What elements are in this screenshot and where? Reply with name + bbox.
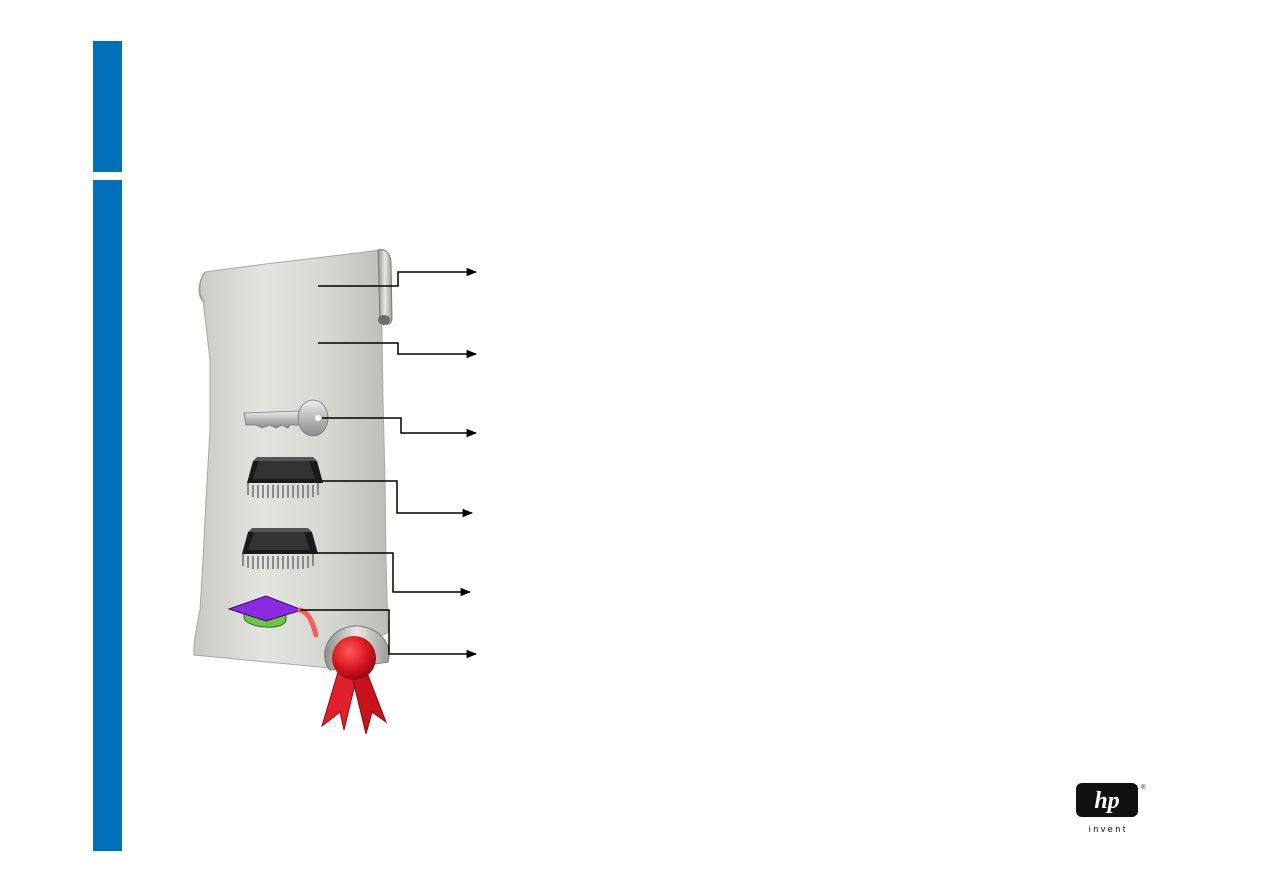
connector-line-2 — [318, 342, 478, 359]
ribbon-seal-icon — [321, 636, 388, 735]
connector-lines — [300, 267, 478, 659]
scroll-top-roll — [377, 249, 393, 325]
left-accent-bar-top — [93, 41, 122, 172]
connector-line-6 — [300, 609, 478, 659]
hp-tagline: i n v e n t — [1089, 824, 1126, 834]
connector-line-4 — [322, 480, 474, 518]
hp-logo-mark: hp — [1094, 788, 1119, 814]
hp-invent-logo: hp ® i n v e n t — [1076, 783, 1146, 834]
microchip-icon — [247, 457, 323, 498]
registered-mark: ® — [1141, 784, 1146, 791]
connector-line-3 — [322, 417, 478, 438]
key-icon — [243, 399, 329, 437]
microchip-icon — [242, 528, 318, 569]
connector-line-5 — [316, 552, 472, 597]
connector-line-1 — [318, 267, 478, 287]
left-accent-bar-bottom — [93, 180, 122, 851]
